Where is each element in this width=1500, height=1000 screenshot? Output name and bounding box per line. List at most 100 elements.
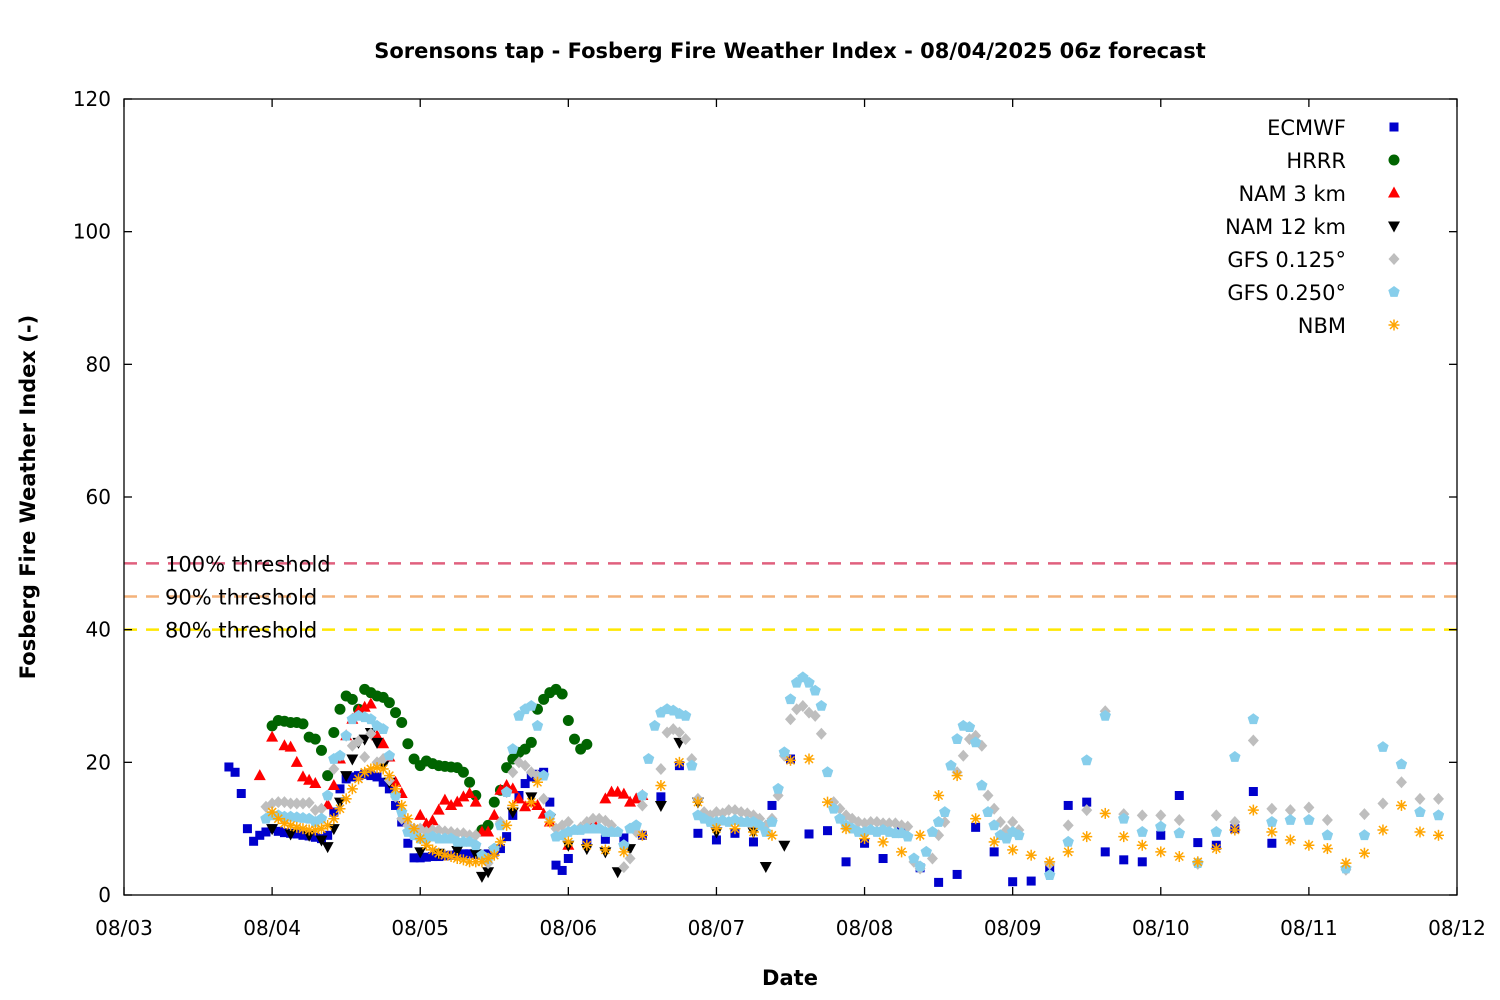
data-point (298, 830, 308, 840)
series-nam-3-km (253, 697, 649, 850)
data-point (969, 736, 982, 748)
data-point (914, 829, 926, 841)
x-tick-label: 08/09 (984, 916, 1042, 940)
data-point (753, 819, 766, 831)
data-point (1229, 816, 1241, 829)
y-tick-label: 0 (98, 883, 111, 907)
data-point (759, 861, 772, 873)
data-point (328, 813, 340, 825)
data-point (933, 790, 945, 801)
x-tick-label: 08/08 (836, 916, 894, 940)
data-point (1358, 829, 1371, 841)
data-point (365, 727, 377, 740)
data-point (519, 800, 532, 812)
data-point (469, 795, 482, 807)
data-point (230, 767, 240, 777)
data-point (1173, 814, 1185, 827)
data-point (1432, 792, 1444, 805)
data-point (266, 824, 279, 836)
data-point (581, 839, 593, 851)
data-point (1414, 826, 1426, 838)
data-point (1155, 820, 1167, 832)
data-point (834, 812, 846, 824)
data-point (451, 846, 464, 858)
data-point (1377, 741, 1389, 752)
data-point (364, 697, 377, 709)
data-point (494, 836, 506, 848)
data-point (1026, 876, 1036, 886)
x-tick-label: 08/06 (540, 916, 598, 940)
x-tick-label: 08/11 (1280, 916, 1338, 940)
data-point (512, 792, 525, 804)
data-point (1395, 799, 1407, 811)
data-point (519, 759, 531, 772)
data-point (945, 759, 957, 771)
data-point (249, 836, 259, 846)
data-point (902, 830, 914, 842)
data-point (346, 693, 358, 705)
data-point (438, 793, 451, 805)
data-point (865, 816, 877, 829)
data-point (1099, 709, 1111, 721)
data-point (803, 753, 815, 765)
data-point (636, 789, 649, 801)
data-point (1210, 809, 1222, 822)
data-point (636, 829, 648, 841)
data-point (747, 826, 759, 838)
legend-label: GFS 0.125° (1227, 248, 1346, 272)
data-point (760, 825, 772, 837)
data-point (346, 783, 358, 795)
legend-marker (1388, 154, 1400, 166)
data-point (544, 816, 556, 828)
data-point (428, 852, 438, 862)
data-point (402, 813, 414, 825)
data-point (284, 829, 297, 841)
x-tick-label: 08/04 (243, 916, 301, 940)
data-point (784, 693, 797, 705)
data-point (902, 820, 914, 833)
data-point (507, 743, 519, 754)
data-point (877, 836, 889, 848)
data-point (261, 827, 271, 837)
data-point (470, 839, 482, 851)
data-point (371, 729, 384, 741)
data-point (624, 795, 637, 807)
data-point (1321, 843, 1333, 855)
data-point (569, 733, 581, 745)
data-point (976, 779, 988, 791)
data-point (538, 792, 550, 805)
data-point (525, 736, 537, 748)
data-point (1284, 834, 1296, 846)
legend-marker (1388, 319, 1400, 331)
data-point (1081, 754, 1093, 766)
data-point (767, 800, 777, 810)
y-tick-label: 120 (73, 87, 111, 111)
data-point (1248, 787, 1258, 797)
data-point (655, 780, 667, 792)
data-point (1173, 827, 1185, 839)
y-tick-label: 20 (86, 750, 111, 774)
data-point (482, 867, 495, 879)
data-point (279, 828, 289, 838)
data-point (1267, 838, 1277, 848)
data-point (1155, 809, 1167, 822)
data-point (1174, 791, 1184, 800)
data-point (1118, 812, 1130, 824)
data-point (680, 733, 692, 746)
data-point (321, 842, 334, 854)
data-point (748, 837, 758, 847)
data-point (495, 844, 505, 854)
data-point (1193, 838, 1203, 848)
data-point (1081, 831, 1093, 843)
data-point (804, 829, 814, 839)
data-point (611, 867, 624, 879)
data-point (383, 749, 396, 761)
data-point (766, 829, 778, 841)
data-point (1247, 734, 1259, 747)
chart-title: Sorensons tap - Fosberg Fire Weather Ind… (374, 39, 1206, 63)
threshold-label: 100% threshold (165, 552, 331, 576)
data-point (507, 766, 519, 779)
data-point (1414, 792, 1426, 805)
data-point (963, 721, 976, 733)
data-point (1303, 839, 1315, 851)
